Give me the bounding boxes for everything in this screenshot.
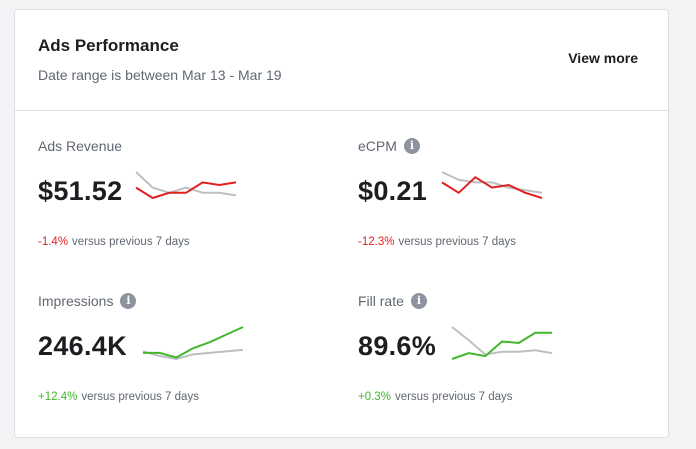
current-period-line	[441, 175, 543, 199]
sparkline-chart	[135, 171, 237, 200]
metric-label: Ads Revenue	[38, 138, 123, 154]
current-period-line	[143, 326, 244, 359]
metric-label: Fill rate	[358, 293, 404, 309]
metric-ecpm: eCPM i $0.21 -12.3% versus previous 7 day…	[358, 138, 658, 278]
delta-value: -12.3%	[358, 236, 395, 248]
comparison-text: +12.4% versus previous 7 days	[38, 391, 199, 403]
metric-fill-rate: Fill rate i 89.6% +0.3% versus previous 7…	[358, 293, 658, 433]
comparison-text: -12.3% versus previous 7 days	[358, 236, 516, 248]
current-period-line	[451, 331, 552, 360]
comparison-text: +0.3% versus previous 7 days	[358, 391, 513, 403]
ads-performance-card: Ads Performance Date range is between Ma…	[14, 9, 669, 438]
current-period-line	[135, 181, 237, 200]
metric-ads-revenue: Ads Revenue $51.52 -1.4% versus previous …	[38, 138, 338, 278]
card-title: Ads Performance	[38, 36, 179, 55]
card-header: Ads Performance Date range is between Ma…	[15, 10, 668, 111]
sparkline-chart	[142, 326, 244, 361]
comparison-label: versus previous 7 days	[72, 236, 190, 248]
delta-value: +12.4%	[38, 391, 78, 403]
previous-period-line	[441, 171, 543, 194]
info-icon[interactable]: i	[403, 138, 420, 154]
metric-value: 246.4K	[38, 331, 127, 361]
info-icon[interactable]: i	[120, 293, 137, 309]
info-icon[interactable]: i	[410, 293, 427, 309]
comparison-label: versus previous 7 days	[81, 391, 199, 403]
metric-value: $51.52	[38, 176, 123, 206]
delta-value: +0.3%	[358, 391, 391, 403]
date-range-subtitle: Date range is between Mar 13 - Mar 19	[38, 67, 282, 83]
previous-period-line	[142, 348, 244, 361]
metric-label: eCPM	[358, 138, 397, 154]
delta-value: -1.4%	[38, 236, 69, 248]
metric-label: Impressions	[38, 293, 114, 309]
comparison-text: -1.4% versus previous 7 days	[38, 236, 190, 248]
metric-impressions: Impressions i 246.4K +12.4% versus previo…	[38, 293, 338, 433]
comparison-label: versus previous 7 days	[398, 236, 517, 248]
comparison-label: versus previous 7 days	[394, 391, 513, 403]
sparkline-chart	[441, 171, 543, 199]
metric-value: 89.6%	[358, 331, 437, 361]
previous-period-line	[451, 326, 553, 356]
view-more-link[interactable]: View more	[568, 50, 638, 66]
metric-value: $0.21	[358, 176, 428, 206]
sparkline-chart	[451, 326, 553, 360]
previous-period-line	[135, 171, 237, 197]
